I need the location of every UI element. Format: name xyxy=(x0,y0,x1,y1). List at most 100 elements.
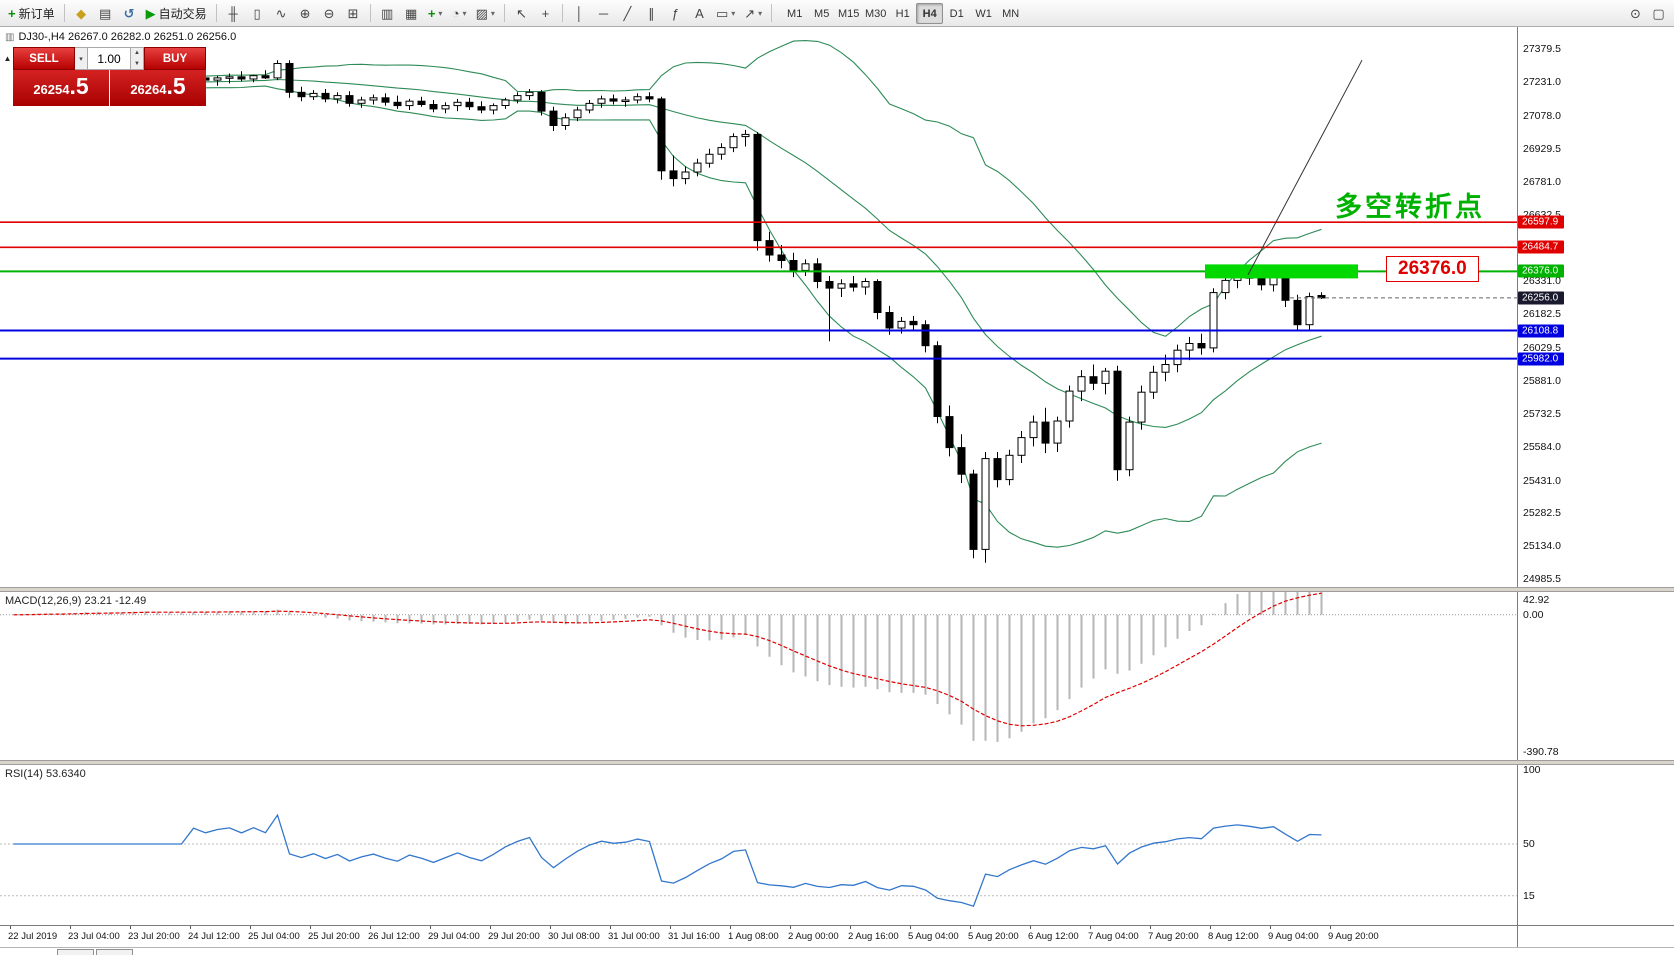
window-button[interactable]: ▢ xyxy=(1647,2,1670,24)
spinner-down-icon[interactable]: ▼ xyxy=(134,60,140,67)
time-axis-tick xyxy=(1210,926,1211,929)
chevron-down-icon: ▾ xyxy=(462,8,467,18)
toolbar-separator xyxy=(63,4,65,22)
candle-chart-type-button[interactable]: ▯ xyxy=(246,2,269,24)
time-axis-tick xyxy=(670,926,671,929)
buy-price-display[interactable]: 26264 .5 xyxy=(110,70,206,106)
refresh-button[interactable]: ↺ xyxy=(118,2,141,24)
time-axis-tick xyxy=(130,926,131,929)
chevron-down-icon: ▾ xyxy=(731,8,736,18)
line-chart-type-button[interactable]: ∿ xyxy=(270,2,293,24)
timeframe-m5-button[interactable]: M5 xyxy=(814,7,830,20)
price-axis-tick: 26029.5 xyxy=(1523,342,1561,355)
price-callout-label[interactable]: 26376.0 xyxy=(1386,256,1479,282)
price-axis[interactable]: 27379.5 27231.0 27078.0 26929.5 26781.0 26632… xyxy=(1518,27,1674,587)
horizontal-line-tool-button[interactable]: ─ xyxy=(592,2,615,24)
timeframe-h4-button[interactable]: H4 xyxy=(916,2,944,24)
main-chart-plot: ▥ DJ30-,H4 26267.0 26282.0 26251.0 26256… xyxy=(0,27,1518,587)
zoom-in-button[interactable]: ⊕ xyxy=(294,2,317,24)
rsi-axis[interactable]: 100 50 15 xyxy=(1518,764,1674,925)
timeframe-w1-button[interactable]: W1 xyxy=(975,7,992,20)
time-axis-label: 2 Aug 00:00 xyxy=(788,931,839,942)
search-button[interactable]: ⊙ xyxy=(1624,2,1647,24)
price-label-26484.7: 26484.7 xyxy=(1518,240,1564,254)
annotation-text[interactable]: 多空转折点 xyxy=(1335,192,1485,222)
tile-windows-icon: ⊞ xyxy=(347,5,359,21)
buy-button[interactable]: BUY xyxy=(144,47,206,70)
buy-price-fraction: .5 xyxy=(166,73,186,99)
shapes-tool-button[interactable]: ▭ ▾ xyxy=(712,2,739,24)
time-axis-label: 31 Jul 16:00 xyxy=(668,931,720,942)
channel-tool-button[interactable]: ∥ xyxy=(640,2,663,24)
arrows-tool-button[interactable]: ↗ ▾ xyxy=(740,2,766,24)
tile-windows-button[interactable]: ⊞ xyxy=(342,2,365,24)
timeframe-mn-button[interactable]: MN xyxy=(1002,7,1020,20)
autotrade-button[interactable]: ▶ 自动交易 xyxy=(142,2,211,24)
bollinger-bands xyxy=(13,40,1322,548)
macd-signal-line xyxy=(13,592,1322,727)
time-axis-tick xyxy=(850,926,851,929)
timeframe-d1-button[interactable]: D1 xyxy=(949,7,964,20)
trendline-tool-icon: ╱ xyxy=(623,5,632,21)
time-axis-tick xyxy=(1330,926,1331,929)
panel-resize-separator[interactable] xyxy=(0,587,1674,592)
text-tool-icon: A xyxy=(695,5,704,21)
sell-price-display[interactable]: 26254 .5 xyxy=(13,70,109,106)
new-order-button[interactable]: + 新订单 xyxy=(4,2,59,24)
zoom-out-button[interactable]: ⊖ xyxy=(318,2,341,24)
timeframe-m1-button[interactable]: M1 xyxy=(787,7,803,20)
templates-button[interactable]: ▨ ▾ xyxy=(472,2,499,24)
trendline[interactable] xyxy=(1247,59,1363,276)
macd-axis-tick: 42.92 xyxy=(1523,593,1550,606)
main-chart-panel: ▥ DJ30-,H4 26267.0 26282.0 26251.0 26256… xyxy=(0,27,1674,587)
time-axis-tick xyxy=(550,926,551,929)
profiles-button[interactable]: ◆ xyxy=(70,2,93,24)
indicators-button[interactable]: + ▾ xyxy=(424,2,447,24)
volume-dropdown-button[interactable]: ▾ xyxy=(75,47,88,70)
line-chart-type-icon: ∿ xyxy=(275,5,287,21)
print-button[interactable]: ▤ xyxy=(94,2,117,24)
fibonacci-tool-icon: ƒ xyxy=(671,5,680,21)
vertical-line-tool-button[interactable]: │ xyxy=(568,2,591,24)
text-tool-button[interactable]: A xyxy=(688,2,711,24)
time-axis[interactable]: 22 Jul 2019 23 Jul 04:00 23 Jul 20:00 24 Ju… xyxy=(0,925,1674,947)
main-chart-canvas[interactable] xyxy=(0,27,1518,587)
horizontal-line-tool-icon: ─ xyxy=(598,5,609,21)
crosshair-tool-button[interactable]: + xyxy=(534,2,557,24)
spinner-up-icon[interactable]: ▲ xyxy=(134,50,140,57)
collapse-trade-panel-arrow[interactable]: ▲ xyxy=(3,54,12,63)
time-axis-tick xyxy=(70,926,71,929)
channel-tool-icon: ∥ xyxy=(648,5,655,21)
time-axis-tick xyxy=(430,926,431,929)
macd-axis[interactable]: 42.92 0.00 -390.78 xyxy=(1518,592,1674,760)
chart-tab[interactable] xyxy=(57,949,94,955)
volume-input[interactable]: 1.00 xyxy=(88,47,131,70)
sell-button[interactable]: SELL xyxy=(13,47,75,70)
cursor-tool-button[interactable]: ↖ xyxy=(510,2,533,24)
price-axis-tick: 25732.5 xyxy=(1523,407,1561,420)
timeframe-m15-button[interactable]: M15 xyxy=(837,7,860,20)
timeframe-m30-button[interactable]: M30 xyxy=(864,7,887,20)
chevron-down-icon: ▾ xyxy=(490,8,495,18)
arrows-tool-icon: ↗ xyxy=(744,5,756,21)
timeframe-toolbar: M1 M5 M15 M30 H1 H4 D1 W1 MN xyxy=(781,2,1024,24)
time-axis-tick xyxy=(1150,926,1151,929)
resistance-zone-rectangle[interactable] xyxy=(1205,264,1358,279)
time-axis-tick xyxy=(10,926,11,929)
arrange-windows-button[interactable]: ▦ xyxy=(400,2,423,24)
rsi-canvas[interactable] xyxy=(0,765,1518,925)
trendline-tool-button[interactable]: ╱ xyxy=(616,2,639,24)
bar-chart-type-button[interactable]: ╫ xyxy=(222,2,245,24)
chart-tab-bar xyxy=(0,947,1674,955)
volume-spinner: ▲ ▼ xyxy=(131,47,144,70)
time-axis-label: 29 Jul 20:00 xyxy=(488,931,540,942)
search-icon: ⊙ xyxy=(1630,5,1641,21)
timeframe-h1-button[interactable]: H1 xyxy=(895,7,910,20)
macd-canvas[interactable] xyxy=(0,592,1518,760)
cascade-windows-button[interactable]: ▥ xyxy=(376,2,399,24)
periods-button[interactable]: ◔ ▾ xyxy=(448,2,471,24)
chart-tab[interactable] xyxy=(96,949,133,955)
time-axis-label: 2 Aug 16:00 xyxy=(848,931,899,942)
panel-resize-separator[interactable] xyxy=(0,760,1674,765)
fibonacci-tool-button[interactable]: ƒ xyxy=(664,2,687,24)
